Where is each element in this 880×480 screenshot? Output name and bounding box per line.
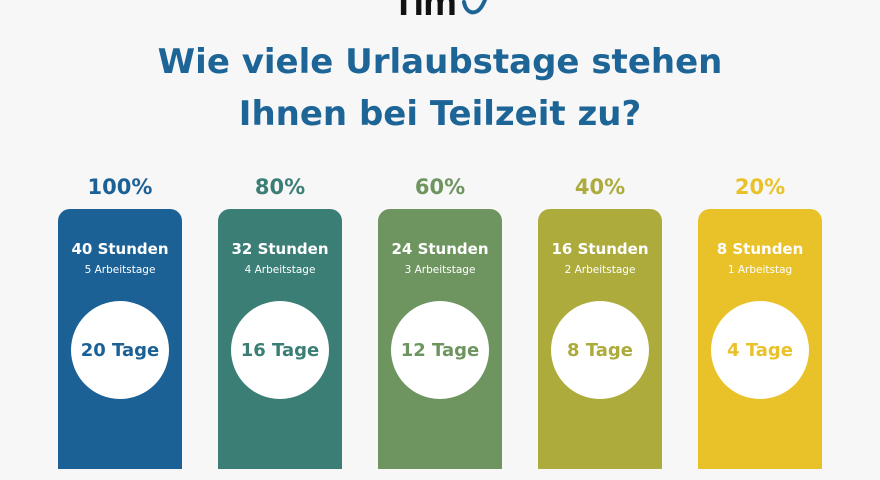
logo-text: Tim (392, 0, 457, 24)
vacation-card: 8 Stunden 1 Arbeitstag 4 Tage (698, 209, 822, 469)
workdays-label: 4 Arbeitstage (244, 264, 316, 276)
column-40-percent: 40% 16 Stunden 2 Arbeitstage 8 Tage (538, 170, 662, 469)
column-100-percent: 100% 40 Stunden 5 Arbeitstage 20 Tage (58, 170, 182, 469)
vacation-days-circle: 4 Tage (711, 301, 809, 399)
percent-label: 100% (87, 175, 153, 199)
hours-label: 16 Stunden (551, 240, 649, 258)
vacation-days-circle: 16 Tage (231, 301, 329, 399)
workdays-label: 5 Arbeitstage (84, 264, 156, 276)
hours-label: 8 Stunden (716, 240, 804, 258)
hours-label: 24 Stunden (391, 240, 489, 258)
percent-label: 60% (414, 175, 466, 199)
vacation-card: 16 Stunden 2 Arbeitstage 8 Tage (538, 209, 662, 469)
vacation-days-circle: 12 Tage (391, 301, 489, 399)
column-80-percent: 80% 32 Stunden 4 Arbeitstage 16 Tage (218, 170, 342, 469)
column-20-percent: 20% 8 Stunden 1 Arbeitstag 4 Tage (698, 170, 822, 469)
vacation-card: 40 Stunden 5 Arbeitstage 20 Tage (58, 209, 182, 469)
workdays-label: 1 Arbeitstag (727, 264, 793, 276)
workdays-label: 2 Arbeitstage (564, 264, 636, 276)
percent-label: 20% (734, 175, 786, 199)
vacation-card: 24 Stunden 3 Arbeitstage 12 Tage (378, 209, 502, 469)
checkmark-swoosh-icon (461, 0, 488, 15)
workdays-label: 3 Arbeitstage (404, 264, 476, 276)
page-title-line-2: Ihnen bei Teilzeit zu? (238, 94, 642, 134)
hours-label: 40 Stunden (71, 240, 169, 258)
vacation-days-circle: 8 Tage (551, 301, 649, 399)
column-60-percent: 60% 24 Stunden 3 Arbeitstage 12 Tage (378, 170, 502, 469)
logo: Tim (392, 0, 492, 24)
hours-label: 32 Stunden (231, 240, 329, 258)
percent-label: 80% (254, 175, 306, 199)
vacation-days-circle: 20 Tage (71, 301, 169, 399)
vacation-card: 32 Stunden 4 Arbeitstage 16 Tage (218, 209, 342, 469)
percent-label: 40% (574, 175, 626, 199)
page-title-line-1: Wie viele Urlaubstage stehen (157, 42, 723, 82)
